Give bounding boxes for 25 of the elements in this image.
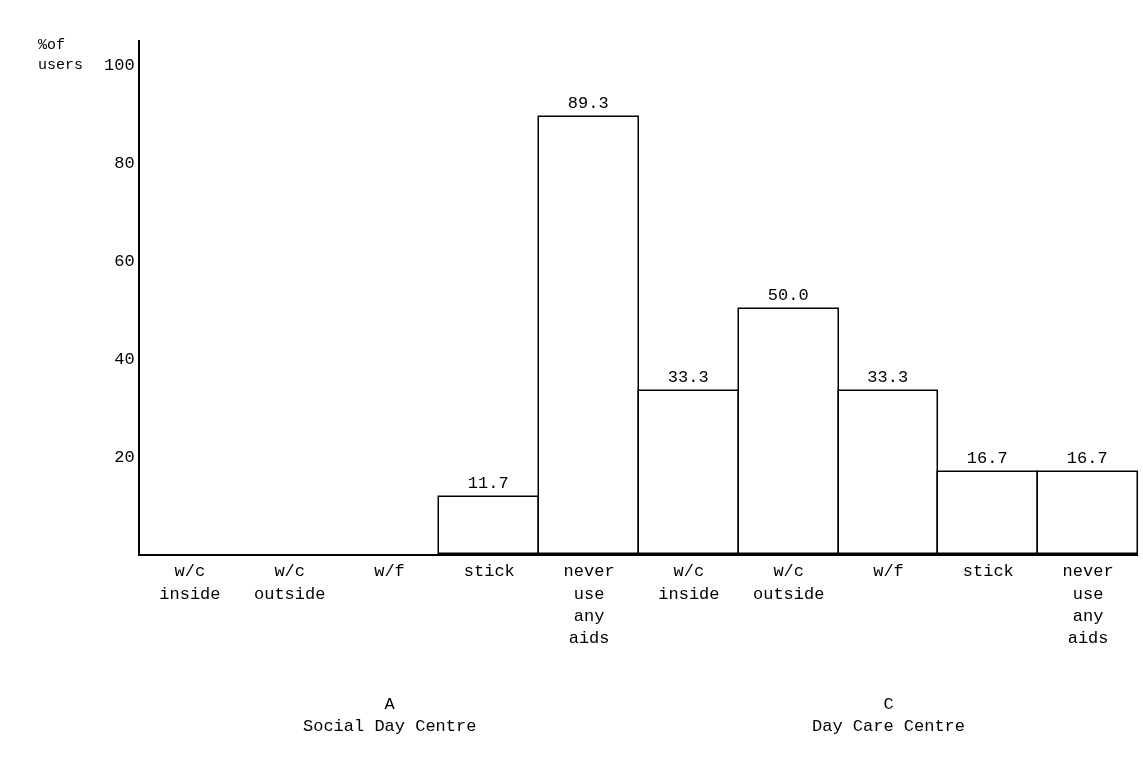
y-tick-label: 60 bbox=[114, 252, 135, 272]
x-tick-label: never use any aids bbox=[563, 562, 615, 648]
x-tick-label: w/f bbox=[374, 562, 405, 582]
y-tick-label: 80 bbox=[114, 154, 135, 174]
y-axis-title: %of users bbox=[38, 37, 84, 74]
x-tick-label: w/f bbox=[873, 562, 904, 582]
x-tick-label: w/c outside bbox=[253, 562, 326, 604]
data-label: 50.0 bbox=[767, 286, 809, 306]
x-tick-label: stick bbox=[463, 562, 515, 582]
data-label: 16.7 bbox=[966, 449, 1008, 469]
data-label: 33.3 bbox=[667, 368, 709, 388]
x-tick-label: w/c inside bbox=[658, 562, 720, 604]
data-label: 33.3 bbox=[867, 368, 909, 388]
y-tick-label: 40 bbox=[114, 350, 135, 370]
x-tick-label: stick bbox=[962, 562, 1014, 582]
y-tick-label: 20 bbox=[114, 448, 135, 468]
data-label: 89.3 bbox=[567, 94, 609, 114]
data-label: 11.7 bbox=[467, 474, 509, 494]
y-tick-label: 100 bbox=[103, 56, 135, 76]
text: C Day Care Centre bbox=[812, 695, 966, 737]
data-label: 16.7 bbox=[1066, 449, 1108, 469]
text: A Social Day Centre bbox=[303, 695, 477, 737]
x-tick-label: w/c inside bbox=[159, 562, 221, 604]
x-tick-label: w/c outside bbox=[752, 562, 825, 604]
x-tick-label: never use any aids bbox=[1062, 562, 1114, 648]
